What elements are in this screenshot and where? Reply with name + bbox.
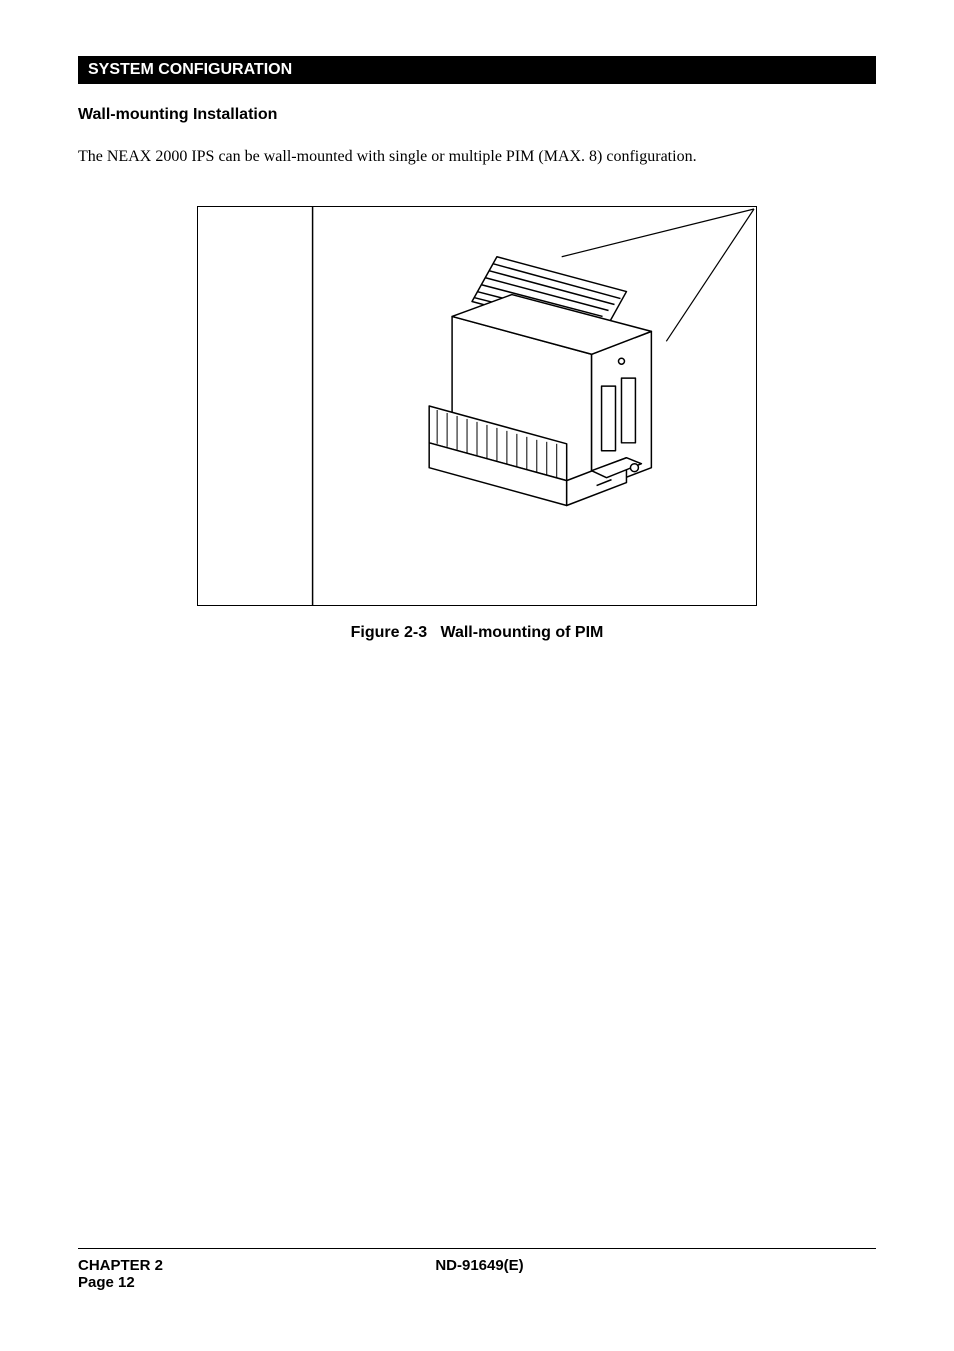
footer-doc-id: ND-91649(E) <box>435 1257 523 1274</box>
footer-center: ND-91649(E) <box>163 1257 796 1291</box>
figure-caption: Figure 2-3 Wall-mounting of PIM <box>78 624 876 642</box>
page-footer: CHAPTER 2 Page 12 ND-91649(E) <box>78 1248 876 1291</box>
section-header-text: SYSTEM CONFIGURATION <box>88 61 292 78</box>
section-header-bar: SYSTEM CONFIGURATION <box>78 56 876 84</box>
figure-frame <box>197 206 757 606</box>
footer-page: Page 12 <box>78 1274 163 1291</box>
figure-caption-label: Figure 2-3 <box>351 624 427 641</box>
figure-container: Figure 2-3 Wall-mounting of PIM <box>78 206 876 642</box>
figure-caption-title: Wall-mounting of PIM <box>440 624 603 641</box>
footer-chapter: CHAPTER 2 <box>78 1257 163 1274</box>
footer-left: CHAPTER 2 Page 12 <box>78 1257 163 1291</box>
footer-right <box>796 1257 876 1291</box>
subheading: Wall-mounting Installation <box>78 106 876 124</box>
body-paragraph: The NEAX 2000 IPS can be wall-mounted wi… <box>78 148 876 166</box>
pim-diagram <box>198 207 756 605</box>
